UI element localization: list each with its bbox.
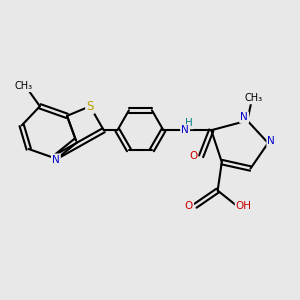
Text: O: O — [189, 152, 197, 161]
Text: OH: OH — [236, 201, 252, 211]
Text: H: H — [185, 118, 193, 128]
Text: CH₃: CH₃ — [15, 81, 33, 91]
Text: O: O — [185, 201, 193, 211]
Text: N: N — [52, 154, 60, 165]
Text: N: N — [181, 125, 189, 135]
Text: CH₃: CH₃ — [245, 93, 263, 103]
Text: S: S — [86, 100, 94, 113]
Text: N: N — [267, 136, 275, 146]
Text: N: N — [240, 112, 248, 122]
